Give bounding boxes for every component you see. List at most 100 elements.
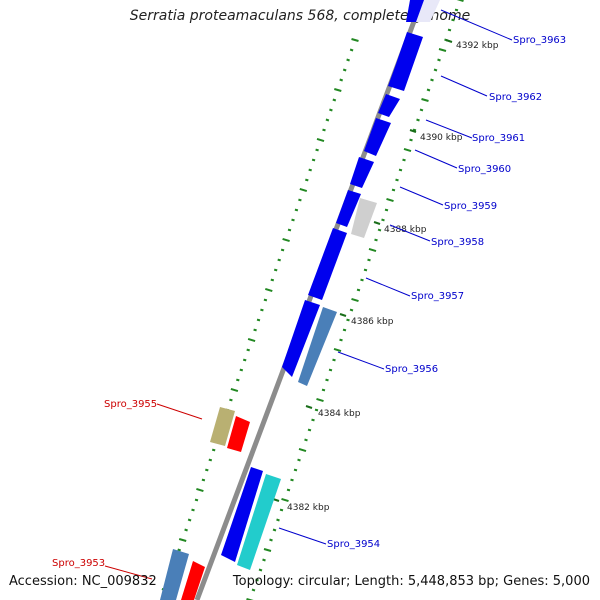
- leader-line: [440, 9, 513, 41]
- kbp-label: 4382 kbp: [287, 503, 330, 513]
- gene-spro-3958-fwd[interactable]: [336, 190, 361, 227]
- tick-mark: [325, 118, 330, 122]
- tick-mark: [242, 358, 247, 362]
- tick-mark: [290, 478, 294, 482]
- tick-mark: [332, 98, 337, 102]
- gene-spro-3962[interactable]: [388, 32, 423, 91]
- tick-mark: [308, 168, 312, 172]
- tick-mark: [230, 387, 239, 393]
- gene-label[interactable]: Spro_3956: [385, 364, 438, 375]
- kbp-label: 4386 kbp: [351, 317, 394, 327]
- gene-spro-3960[interactable]: [364, 118, 391, 156]
- tick-mark: [409, 138, 413, 142]
- tick-mark: [456, 0, 464, 3]
- tick-mark: [342, 68, 347, 72]
- gene-label[interactable]: Spro_3959: [444, 201, 497, 212]
- tick-mark: [363, 268, 368, 272]
- tick-mark: [315, 148, 319, 152]
- tick-mark: [260, 308, 264, 312]
- tick-mark: [269, 538, 273, 542]
- genome-summary: Topology: circular; Length: 5,448,853 bp…: [232, 574, 590, 589]
- gene-features: [160, 0, 440, 600]
- tick-mark: [384, 208, 389, 212]
- leader-line: [425, 119, 473, 139]
- kbp-label: 4384 kbp: [318, 409, 361, 419]
- genome-title: Serratia proteamaculans 568, complete ge…: [129, 8, 471, 24]
- tick-mark: [437, 58, 441, 62]
- tick-mark: [386, 197, 394, 203]
- gene-spro-3956-fwd[interactable]: [282, 300, 320, 377]
- leader-line: [399, 186, 444, 206]
- tick-mark: [282, 237, 290, 243]
- gene-spro-3955-rev[interactable]: [227, 416, 250, 452]
- label-leaders: [104, 9, 513, 580]
- gene-spro-3961[interactable]: [378, 94, 400, 117]
- tick-mark: [316, 397, 324, 403]
- tick-mark: [325, 378, 329, 382]
- tick-mark: [277, 258, 281, 262]
- tick-mark: [307, 428, 312, 432]
- tick-mark: [447, 28, 452, 32]
- tick-mark: [328, 368, 333, 372]
- tick-mark: [398, 168, 403, 172]
- tick-mark: [265, 287, 273, 293]
- leader-line: [365, 277, 411, 297]
- tick-mark: [346, 318, 350, 322]
- tick-mark: [304, 438, 308, 442]
- tick-mark: [194, 498, 199, 502]
- tick-mark: [402, 158, 406, 162]
- gene-spro-3953[interactable]: [160, 549, 189, 600]
- tick-mark: [272, 528, 277, 532]
- gene-spro-3958[interactable]: [351, 198, 377, 238]
- gene-spro-3955[interactable]: [210, 407, 235, 446]
- tick-mark: [339, 78, 344, 82]
- gene-label[interactable]: Spro_3960: [458, 164, 511, 175]
- gene-label[interactable]: Spro_3962: [489, 92, 542, 103]
- tick-mark: [316, 137, 325, 143]
- kbp-major-tick: [409, 129, 417, 133]
- tick-mark: [251, 588, 256, 592]
- gene-spro-3953-rev[interactable]: [181, 561, 205, 600]
- tick-mark: [178, 538, 187, 542]
- tick-mark: [322, 128, 326, 132]
- tick-mark: [177, 548, 182, 552]
- tick-mark: [297, 458, 301, 462]
- tick-mark: [377, 228, 382, 232]
- gene-label[interactable]: Spro_3957: [411, 291, 464, 302]
- tick-mark: [211, 448, 216, 452]
- tick-mark: [294, 208, 299, 212]
- gene-spro-3956[interactable]: [298, 307, 337, 386]
- tick-mark: [430, 78, 434, 82]
- gene-spro-3954[interactable]: [237, 474, 281, 570]
- tick-mark: [293, 468, 298, 472]
- tick-mark: [187, 518, 192, 522]
- gene-label[interactable]: Spro_3953: [52, 558, 105, 569]
- leader-line: [440, 75, 488, 97]
- tick-mark: [229, 398, 233, 402]
- tick-mark: [360, 278, 364, 282]
- tick-mark: [291, 218, 295, 222]
- tick-mark: [298, 447, 307, 453]
- gene-label[interactable]: Spro_3955: [104, 399, 157, 410]
- gene-label[interactable]: Spro_3958: [431, 237, 484, 248]
- tick-mark: [421, 98, 429, 102]
- gene-label[interactable]: Spro_3954: [327, 539, 380, 550]
- inner-tick-row: [246, 0, 464, 600]
- tick-mark: [333, 347, 342, 353]
- gene-spro-3963-part[interactable]: [406, 0, 424, 22]
- tick-mark: [321, 388, 326, 392]
- gene-spro-3959[interactable]: [350, 157, 374, 188]
- tick-mark: [403, 147, 412, 153]
- tick-mark: [426, 88, 431, 92]
- tick-mark: [374, 238, 378, 242]
- tick-mark: [273, 268, 278, 272]
- tick-mark: [416, 118, 420, 122]
- tick-mark: [433, 68, 438, 72]
- gene-spro-3957[interactable]: [308, 228, 347, 300]
- leader-line: [104, 565, 153, 580]
- gene-spro-3954-fwd[interactable]: [221, 467, 263, 562]
- gene-label[interactable]: Spro_3963: [513, 35, 566, 46]
- gene-label[interactable]: Spro_3961: [472, 133, 525, 144]
- tick-mark: [334, 88, 342, 92]
